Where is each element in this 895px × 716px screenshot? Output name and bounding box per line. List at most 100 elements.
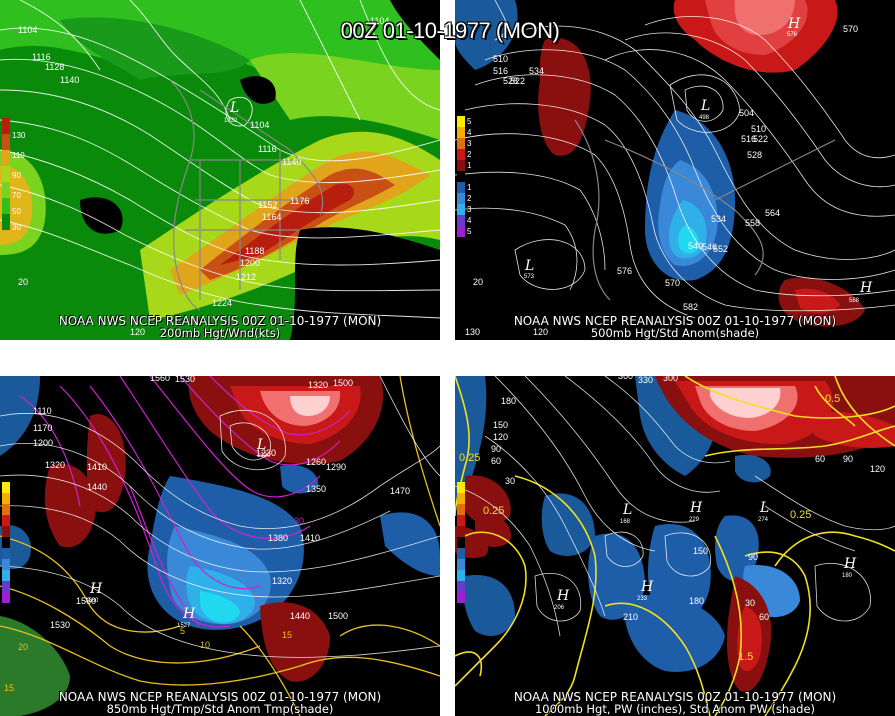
svg-text:H: H: [843, 556, 857, 572]
panel-source-850mb: NOAA NWS NCEP REANALYSIS 00Z 01-10-1977 …: [58, 690, 382, 704]
svg-text:546: 546: [702, 242, 717, 252]
svg-text:1290: 1290: [326, 462, 346, 472]
svg-text:1410: 1410: [87, 462, 107, 472]
svg-text:588: 588: [849, 298, 860, 304]
svg-text:120: 120: [870, 464, 885, 474]
svg-text:1104: 1104: [250, 120, 269, 130]
svg-text:30: 30: [505, 476, 515, 486]
svg-text:1320: 1320: [308, 380, 328, 390]
svg-text:0.25: 0.25: [483, 505, 504, 517]
svg-text:0.25: 0.25: [790, 509, 811, 521]
svg-text:1320: 1320: [272, 576, 292, 586]
svg-text:20: 20: [473, 277, 483, 287]
svg-text:60: 60: [759, 612, 769, 622]
svg-text:120: 120: [493, 432, 508, 442]
svg-text:1500: 1500: [328, 611, 348, 621]
legend-850mb: [2, 482, 10, 603]
svg-text:5: 5: [180, 626, 185, 636]
svg-text:1116: 1116: [32, 52, 51, 62]
map-1000mb-graphic: 360 330 300 180 150 120 90 60 30 120 90 …: [455, 376, 895, 716]
svg-text:1110: 1110: [33, 406, 52, 416]
panel-caption-500mb: 500mb Hgt/Std Anom(shade): [590, 326, 760, 340]
svg-text:1200: 1200: [240, 258, 260, 268]
svg-text:15: 15: [282, 630, 292, 640]
legend-200mb: 130 110 90 70 50 30: [2, 118, 26, 232]
svg-text:300: 300: [663, 376, 678, 383]
svg-text:1152: 1152: [258, 200, 277, 210]
svg-text:180: 180: [501, 396, 516, 406]
svg-text:510: 510: [751, 124, 766, 134]
svg-text:1410: 1410: [300, 533, 320, 543]
svg-text:1116: 1116: [258, 144, 277, 154]
svg-text:1560: 1560: [150, 376, 170, 383]
svg-text:573: 573: [524, 274, 535, 280]
panel-caption-1000mb: 1000mb Hgt, PW (inches), Std Anom PW (sh…: [534, 702, 816, 716]
svg-text:10: 10: [200, 640, 210, 650]
svg-text:330: 330: [638, 376, 653, 385]
svg-text:120: 120: [130, 327, 145, 337]
svg-text:4: 4: [467, 128, 472, 137]
svg-text:150: 150: [693, 546, 708, 556]
panel-source-200mb: NOAA NWS NCEP REANALYSIS 00Z 01-10-1977 …: [58, 314, 382, 328]
svg-text:5: 5: [467, 227, 472, 236]
svg-text:H: H: [556, 588, 570, 604]
contour-labels-850mb: 1110 1170 1200 1320 1410 1440 1560 1530 …: [4, 376, 410, 693]
svg-text:H: H: [689, 500, 703, 516]
svg-text:210: 210: [623, 612, 638, 622]
svg-text:-30: -30: [291, 516, 304, 526]
svg-text:90: 90: [843, 454, 853, 464]
svg-text:1230: 1230: [256, 448, 276, 458]
svg-text:1530: 1530: [50, 620, 70, 630]
legend-500mb: 5 4 3 2 1 1 2 3 4 5: [457, 116, 472, 237]
svg-text:L: L: [524, 258, 534, 274]
svg-text:L: L: [256, 437, 266, 453]
contour-labels-1000mb: 360 330 300 180 150 120 90 60 30 120 90 …: [459, 376, 885, 663]
svg-text:516: 516: [493, 66, 508, 76]
svg-text:1170: 1170: [33, 423, 52, 433]
svg-text:1320: 1320: [45, 460, 65, 470]
svg-text:1230: 1230: [257, 453, 271, 459]
svg-text:1260: 1260: [306, 457, 326, 467]
svg-text:1440: 1440: [87, 482, 107, 492]
svg-text:15: 15: [4, 683, 14, 693]
svg-text:30: 30: [745, 598, 755, 608]
svg-text:1128: 1128: [45, 62, 64, 72]
panel-source-500mb: NOAA NWS NCEP REANALYSIS 00Z 01-10-1977 …: [513, 314, 837, 328]
svg-text:20: 20: [18, 277, 28, 287]
svg-text:528: 528: [747, 150, 762, 160]
svg-text:1104: 1104: [370, 16, 389, 26]
svg-text:90: 90: [491, 444, 501, 454]
svg-text:233: 233: [637, 596, 648, 602]
svg-text:504: 504: [739, 108, 754, 118]
svg-text:1188: 1188: [245, 246, 264, 256]
svg-text:1104: 1104: [18, 25, 37, 35]
svg-text:576: 576: [787, 32, 798, 38]
svg-text:1530: 1530: [175, 376, 195, 384]
svg-text:1176: 1176: [290, 196, 309, 206]
svg-text:1.5: 1.5: [738, 651, 753, 663]
svg-text:130: 130: [12, 131, 26, 140]
svg-text:1032: 1032: [224, 118, 238, 124]
svg-text:180: 180: [689, 596, 704, 606]
svg-text:1560: 1560: [85, 598, 99, 604]
page-title: 00Z 01-10-1977 (MON): [340, 18, 560, 43]
svg-text:528: 528: [503, 76, 518, 86]
svg-text:1380: 1380: [268, 533, 288, 543]
svg-text:H: H: [787, 16, 801, 32]
legend-1000mb: [457, 482, 465, 603]
low-center-200mb: L 1032: [224, 100, 239, 124]
svg-text:150: 150: [493, 420, 508, 430]
svg-text:H: H: [182, 606, 196, 622]
svg-text:1140: 1140: [282, 157, 301, 167]
map-850mb-graphic: 1110 1170 1200 1320 1410 1440 1560 1530 …: [0, 376, 440, 716]
svg-text:120: 120: [533, 327, 548, 337]
svg-text:1200: 1200: [33, 438, 53, 448]
svg-text:1224: 1224: [212, 298, 232, 308]
contour-labels-500mb: 510 516 522 528 534 504 510 516 522 528 …: [465, 24, 858, 337]
svg-text:510: 510: [493, 54, 508, 64]
svg-text:0.25: 0.25: [459, 452, 480, 464]
panel-500mb-map: 5 4 3 2 1 1 2 3 4 5 510 516 522 528 534 …: [455, 0, 895, 340]
svg-text:L: L: [229, 100, 239, 116]
svg-text:1527: 1527: [177, 623, 191, 629]
panel-1000mb-map: 360 330 300 180 150 120 90 60 30 120 90 …: [455, 376, 895, 716]
